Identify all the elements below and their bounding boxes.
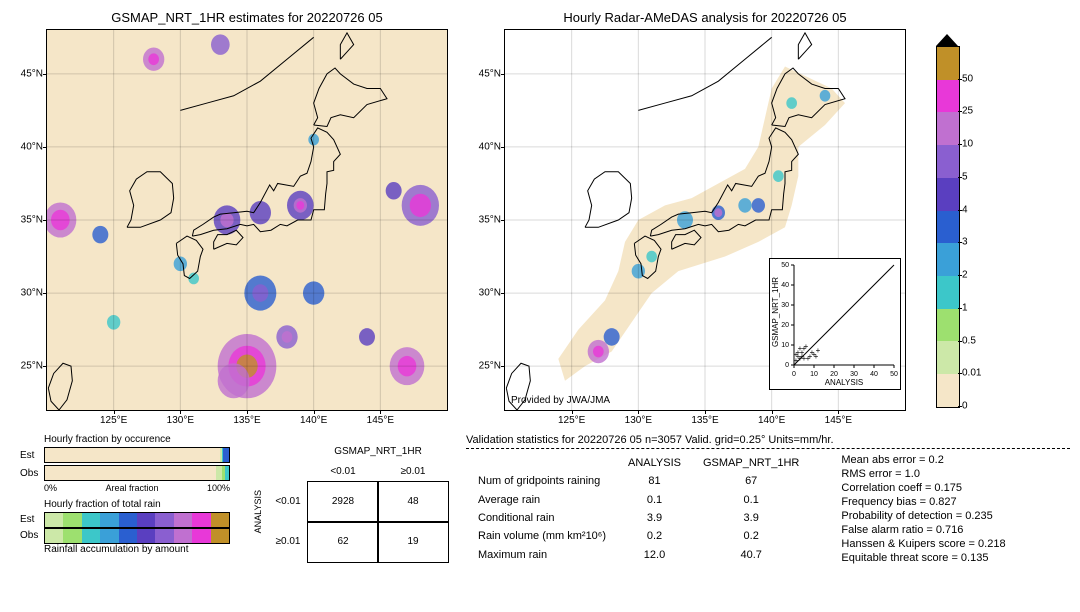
left-map-svg — [47, 30, 447, 410]
fraction-rain-footer: Rainfall accumulation by amount — [44, 544, 230, 555]
fraction-rain-bars: Est Obs — [20, 512, 230, 544]
colorbar-tick: 0.5 — [962, 335, 976, 346]
stat-line: False alarm ratio = 0.716 — [841, 523, 1005, 537]
ytick-label: 25°N — [15, 361, 43, 372]
xtick-label: 145°E — [825, 415, 852, 426]
xtick-label: 140°E — [300, 415, 327, 426]
ytick-label: 35°N — [15, 215, 43, 226]
svg-text:10: 10 — [781, 342, 789, 349]
colorbar-tick: 10 — [962, 139, 973, 150]
colorbar-tick: 0 — [962, 401, 968, 412]
stat-line: Frequency bias = 0.827 — [841, 495, 1005, 509]
svg-text:20: 20 — [781, 322, 789, 329]
inset-scatter-plot: 0010102020303040405050+++++++++++++++++A… — [769, 258, 901, 390]
xtick-label: 130°E — [625, 415, 652, 426]
svg-text:+: + — [794, 350, 799, 359]
fraction-occurrence-bars: Est Obs — [20, 447, 230, 483]
colorbar-tick: 3 — [962, 237, 968, 248]
svg-text:0: 0 — [785, 362, 789, 369]
fraction-rain-title: Hourly fraction of total rain — [44, 499, 230, 510]
validation-table: ANALYSISGSMAP_NRT_1HRNum of gridpoints r… — [466, 453, 811, 565]
validation-stats: Mean abs error = 0.2RMS error = 1.0Corre… — [841, 453, 1005, 565]
svg-text:10: 10 — [810, 371, 818, 378]
ytick-label: 35°N — [473, 215, 501, 226]
svg-text:50: 50 — [890, 371, 898, 378]
xtick-label: 145°E — [367, 415, 394, 426]
hbar-label: Est — [20, 514, 44, 525]
svg-text:ANALYSIS: ANALYSIS — [825, 378, 864, 387]
inset-svg: 0010102020303040405050+++++++++++++++++A… — [770, 259, 900, 389]
stat-line: Correlation coeff = 0.175 — [841, 481, 1005, 495]
colorbar: 00.010.512345102550 — [936, 34, 958, 420]
stat-line: RMS error = 1.0 — [841, 467, 1005, 481]
svg-text:30: 30 — [781, 302, 789, 309]
svg-text:+: + — [814, 352, 819, 361]
colorbar-tick: 1 — [962, 302, 968, 313]
stat-line: Mean abs error = 0.2 — [841, 453, 1005, 467]
left-map: 25°N30°N35°N40°N45°N125°E130°E135°E140°E… — [46, 29, 448, 411]
xtick-label: 135°E — [691, 415, 718, 426]
svg-text:40: 40 — [870, 371, 878, 378]
stat-line: Hanssen & Kuipers score = 0.218 — [841, 537, 1005, 551]
right-map-panel: Hourly Radar-AMeDAS analysis for 2022072… — [504, 10, 906, 420]
validation-title: Validation statistics for 20220726 05 n=… — [466, 434, 1070, 449]
svg-text:50: 50 — [781, 262, 789, 269]
fraction-occ-axis: 0% Areal fraction 100% — [44, 483, 230, 493]
left-map-panel: GSMAP_NRT_1HR estimates for 20220726 05 … — [46, 10, 448, 420]
ytick-label: 45°N — [473, 68, 501, 79]
ytick-label: 30°N — [15, 288, 43, 299]
colorbar-tick: 2 — [962, 270, 968, 281]
xtick-label: 135°E — [233, 415, 260, 426]
xtick-label: 130°E — [167, 415, 194, 426]
xtick-label: 125°E — [100, 415, 127, 426]
ytick-label: 40°N — [473, 141, 501, 152]
contingency-table: GSMAP_NRT_1HR ANALYSIS <0.01≥0.01 <0.012… — [248, 434, 448, 562]
svg-text:40: 40 — [781, 282, 789, 289]
svg-text:30: 30 — [850, 371, 858, 378]
hbar-label: Obs — [20, 530, 44, 541]
fraction-section: Hourly fraction by occurence Est Obs 0% A… — [20, 434, 230, 557]
svg-text:+: + — [802, 344, 807, 353]
hbar-label: Obs — [20, 468, 44, 479]
ytick-label: 45°N — [15, 68, 43, 79]
colorbar-tick: 50 — [962, 73, 973, 84]
colorbar-tick: 0.01 — [962, 368, 981, 379]
ytick-label: 40°N — [15, 141, 43, 152]
svg-text:20: 20 — [830, 371, 838, 378]
left-map-title: GSMAP_NRT_1HR estimates for 20220726 05 — [46, 10, 448, 25]
fraction-occ-title: Hourly fraction by occurence — [44, 434, 230, 445]
stat-line: Equitable threat score = 0.135 — [841, 551, 1005, 565]
colorbar-tick: 5 — [962, 171, 968, 182]
ytick-label: 30°N — [473, 288, 501, 299]
provided-by-label: Provided by JWA/JMA — [511, 395, 610, 406]
svg-text:0: 0 — [792, 371, 796, 378]
svg-text:GSMAP_NRT_1HR: GSMAP_NRT_1HR — [771, 277, 780, 347]
colorbar-tick: 4 — [962, 204, 968, 215]
xtick-label: 125°E — [558, 415, 585, 426]
colorbar-tick: 25 — [962, 106, 973, 117]
stat-line: Probability of detection = 0.235 — [841, 509, 1005, 523]
hbar-label: Est — [20, 450, 44, 461]
right-map: Provided by JWA/JMA 00 10 10 20 20 30 30 40 40 50… — [504, 29, 906, 411]
xtick-label: 140°E — [758, 415, 785, 426]
right-map-title: Hourly Radar-AMeDAS analysis for 2022072… — [504, 10, 906, 25]
validation-block: Validation statistics for 20220726 05 n=… — [466, 434, 1070, 565]
ytick-label: 25°N — [473, 361, 501, 372]
svg-text:+: + — [800, 352, 805, 361]
